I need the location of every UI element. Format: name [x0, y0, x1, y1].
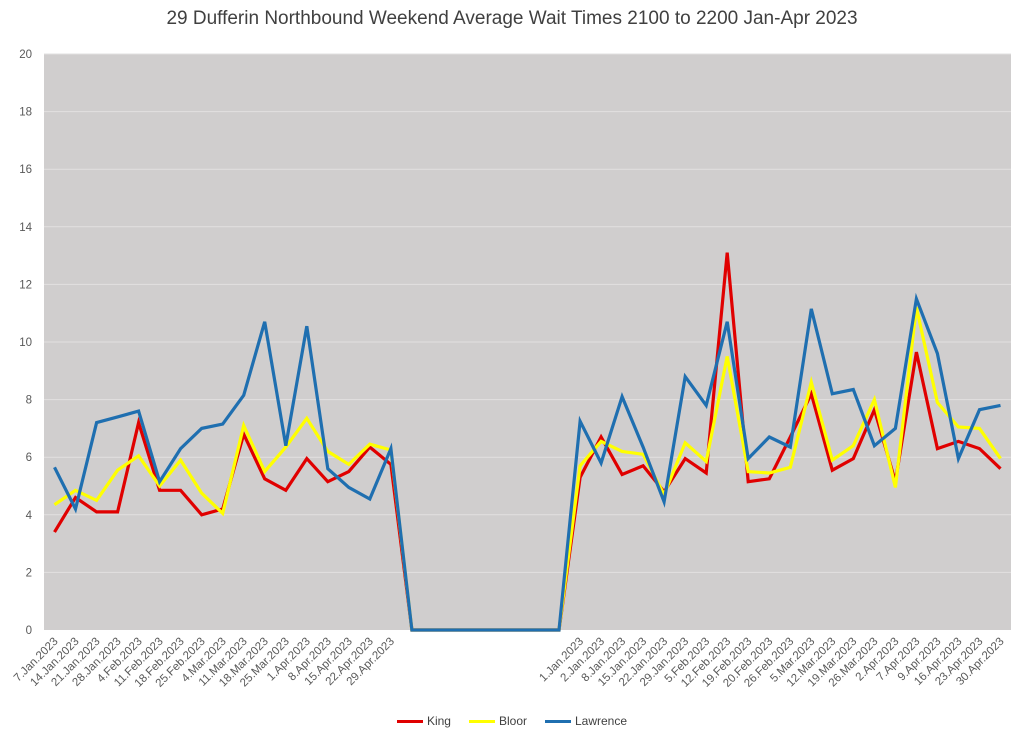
y-tick-label: 12 [19, 279, 32, 291]
chart-title: 29 Dufferin Northbound Weekend Average W… [166, 8, 858, 29]
y-tick-label: 0 [26, 625, 32, 637]
legend: King Bloor Lawrence [0, 714, 1024, 728]
y-tick-label: 20 [19, 49, 32, 61]
y-axis-ticks: 0 2 4 6 8 10 12 14 16 18 20 [19, 49, 32, 637]
y-tick-label: 8 [26, 395, 32, 407]
y-tick-label: 6 [26, 452, 32, 464]
legend-item-lawrence: Lawrence [545, 714, 627, 728]
series-line-lawrence [53, 292, 1001, 632]
legend-label: Bloor [498, 714, 527, 728]
legend-label: Lawrence [575, 714, 628, 728]
y-tick-label: 14 [19, 222, 32, 234]
y-tick-label: 16 [19, 164, 32, 176]
y-tick-label: 4 [26, 510, 33, 522]
x-axis-ticks: 7.Jan.202314.Jan.202321.Jan.202328.Jan.2… [12, 636, 1007, 690]
legend-label: King [426, 714, 451, 728]
y-tick-label: 10 [19, 337, 32, 349]
gridlines [44, 53, 1011, 573]
series-lines [53, 252, 1002, 632]
legend-item-bloor: Bloor [468, 714, 527, 728]
legend-swatch [396, 719, 423, 723]
y-tick-label: 2 [26, 567, 32, 579]
legend-swatch [545, 719, 571, 723]
legend-swatch [468, 719, 495, 723]
y-tick-label: 18 [19, 107, 32, 119]
legend-item-king: King [396, 714, 451, 728]
